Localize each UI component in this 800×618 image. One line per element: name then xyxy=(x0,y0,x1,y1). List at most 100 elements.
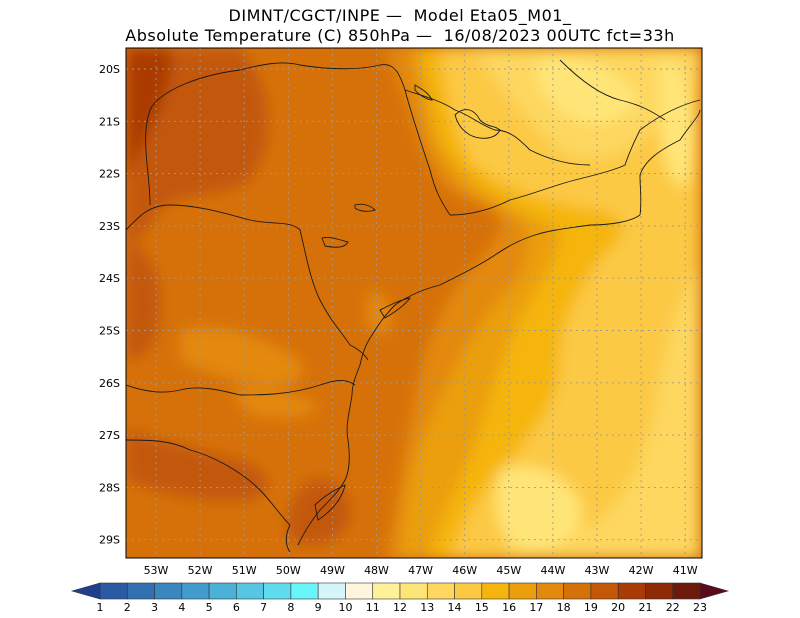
field-patch-18-inland-2 xyxy=(230,388,320,418)
lon-tick-label: 43W xyxy=(585,564,610,577)
lat-tick-label: 22S xyxy=(99,168,120,181)
colorbar-label: 2 xyxy=(124,601,131,614)
border-pr-sc xyxy=(125,380,356,396)
colorbar-swatch xyxy=(263,582,292,600)
colorbar-swatch xyxy=(563,582,592,600)
border-rs xyxy=(285,524,291,553)
colorbar-label: 4 xyxy=(178,601,185,614)
plot-frame xyxy=(125,47,703,559)
latitude-labels: 20S 21S 22S 23S 24S 25S 26S 27S 28S 29S xyxy=(99,63,120,547)
colorbar-label: 7 xyxy=(260,601,267,614)
lon-tick-label: 42W xyxy=(629,564,654,577)
border-mg-es xyxy=(559,59,666,121)
coastline-es xyxy=(639,109,701,216)
bay-paranagua xyxy=(379,297,412,319)
colorbar-label: 9 xyxy=(315,601,322,614)
colorbar-labels: 1 2 3 4 5 6 7 8 9 10 11 12 13 14 15 16 17 18 19 20 21 22 23 xyxy=(97,601,708,614)
lon-tick-label: 44W xyxy=(540,564,565,577)
colorbar-swatch xyxy=(181,582,210,600)
colorbar-label: 10 xyxy=(338,601,352,614)
lat-tick-label: 25S xyxy=(99,325,120,338)
colorbar-label: 11 xyxy=(366,601,380,614)
colorbar-label: 13 xyxy=(420,601,434,614)
temperature-field xyxy=(126,48,702,558)
colorbar-swatch xyxy=(345,582,374,600)
colorbar-swatch xyxy=(372,582,401,600)
lon-tick-label: 45W xyxy=(496,564,521,577)
colorbar-label: 20 xyxy=(611,601,625,614)
lake-north xyxy=(414,84,433,101)
lon-tick-label: 49W xyxy=(320,564,345,577)
lon-tick-label: 53W xyxy=(144,564,169,577)
lat-tick-label: 29S xyxy=(99,534,120,547)
field-band-15 xyxy=(440,48,700,558)
colorbar-swatch xyxy=(99,582,128,600)
border-mg-interior xyxy=(404,89,591,166)
lon-tick-label: 52W xyxy=(188,564,213,577)
lat-tick-label: 27S xyxy=(99,429,120,442)
colorbar-swatch xyxy=(399,582,428,600)
field-band-14 xyxy=(470,48,700,558)
lagoon-patos xyxy=(314,484,346,521)
map-grid xyxy=(126,48,702,558)
colorbar-swatch xyxy=(645,582,674,600)
lon-tick-label: 46W xyxy=(452,564,477,577)
colorbar-swatch xyxy=(236,582,264,600)
colorbar-swatch xyxy=(154,582,183,600)
lake-interior-2 xyxy=(354,203,376,212)
colorbar-label: 5 xyxy=(206,601,213,614)
longitude-labels: 53W 52W 51W 50W 49W 48W 47W 46W 45W 44W 43W 42W 41W xyxy=(144,564,698,577)
colorbar-label: 21 xyxy=(638,601,652,614)
field-patch-20-w xyxy=(126,240,161,360)
colorbar-label: 14 xyxy=(448,601,462,614)
colorbar-label: 18 xyxy=(557,601,571,614)
colorbar-swatch xyxy=(617,582,646,600)
field-band-13-north xyxy=(536,57,640,124)
colorbar-swatch xyxy=(481,582,510,600)
coastline-rj xyxy=(449,99,701,216)
lon-tick-label: 47W xyxy=(408,564,433,577)
colorbar-swatch xyxy=(317,582,346,600)
colorbar-label: 12 xyxy=(393,601,407,614)
colorbar-label: 19 xyxy=(584,601,598,614)
field-patch-18-coast xyxy=(365,290,392,334)
colorbar-arrow-right xyxy=(699,582,730,600)
lake-interior xyxy=(321,237,349,248)
colorbar-label: 23 xyxy=(693,601,707,614)
colorbar-label: 15 xyxy=(475,601,489,614)
border-sp-mg xyxy=(145,62,451,216)
colorbar xyxy=(70,582,730,600)
colorbar-label: 3 xyxy=(151,601,158,614)
colorbar-swatch xyxy=(508,582,537,600)
colorbar-label: 6 xyxy=(233,601,240,614)
colorbar-swatch xyxy=(454,582,483,600)
colorbar-label: 17 xyxy=(529,601,543,614)
lat-tick-label: 24S xyxy=(99,272,120,285)
lon-tick-label: 48W xyxy=(364,564,389,577)
map-title-line-2: Absolute Temperature (C) 850hPa — 16/08/… xyxy=(125,26,675,45)
colorbar-label: 22 xyxy=(666,601,680,614)
field-patch-18-inland xyxy=(180,327,303,387)
map-title-line-1: DIMNT/CGCT/INPE — Model Eta05_M01_ xyxy=(228,6,572,25)
lat-tick-label: 23S xyxy=(99,220,120,233)
lon-tick-label: 41W xyxy=(673,564,698,577)
colorbar-label: 16 xyxy=(502,601,516,614)
field-patch-20-sw xyxy=(126,430,269,501)
colorbar-arrow-left xyxy=(70,582,101,600)
colorbar-swatch xyxy=(426,582,455,600)
coastline-south xyxy=(297,214,641,546)
lat-tick-label: 21S xyxy=(99,115,120,128)
lat-tick-label: 26S xyxy=(99,377,120,390)
lon-tick-label: 51W xyxy=(232,564,257,577)
border-sc-rs xyxy=(125,439,291,526)
colorbar-swatch xyxy=(208,582,237,600)
lon-tick-label: 50W xyxy=(276,564,301,577)
colorbar-swatch xyxy=(590,582,619,600)
lat-tick-label: 20S xyxy=(99,63,120,76)
lat-tick-label: 28S xyxy=(99,481,120,494)
colorbar-swatch xyxy=(536,582,564,600)
colorbar-swatch xyxy=(672,582,701,600)
boundaries xyxy=(125,59,701,553)
colorbar-swatch xyxy=(126,582,155,600)
